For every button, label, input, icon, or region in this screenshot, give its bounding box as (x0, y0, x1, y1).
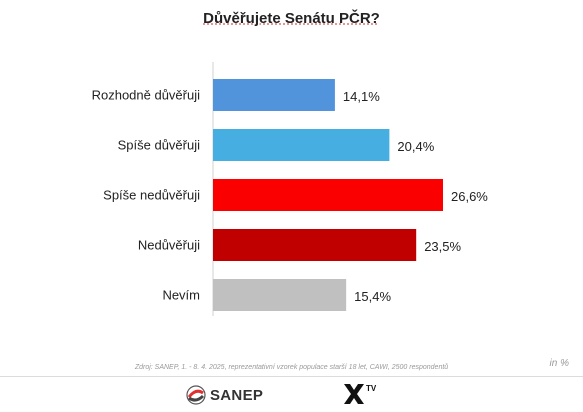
category-label-3: Spíše nedůvěřuji (103, 188, 200, 203)
value-label-1: 14,1% (343, 89, 380, 104)
value-label-2: 20,4% (397, 139, 434, 154)
xtv-logo-sup: TV (366, 384, 377, 393)
category-label-1: Rozhodně důvěřuji (92, 88, 201, 103)
value-label-4: 23,5% (424, 239, 461, 254)
sanep-logo-icon (186, 385, 206, 405)
unit-note: in % (549, 358, 569, 369)
bar-1 (213, 79, 335, 111)
category-label-5: Nevím (162, 288, 200, 303)
category-label-2: Spíše důvěřuji (118, 138, 200, 153)
footer-divider (0, 376, 583, 377)
sanep-logo-text: SANEP (210, 386, 264, 404)
bar-3 (213, 179, 443, 211)
bar-2 (213, 129, 390, 161)
category-label-4: Nedůvěřuji (138, 238, 200, 253)
bar-4 (213, 229, 417, 261)
sanep-logo: SANEP (186, 384, 263, 406)
bar-5 (213, 279, 347, 311)
chart-title: Důvěřujete Senátu PČR? (203, 10, 380, 27)
xtv-logo: TV (344, 384, 377, 404)
value-label-3: 26,6% (451, 189, 488, 204)
value-label-5: 15,4% (354, 289, 391, 304)
source-note: Zdroj: SANEP, 1. - 8. 4. 2025, reprezent… (134, 364, 449, 371)
